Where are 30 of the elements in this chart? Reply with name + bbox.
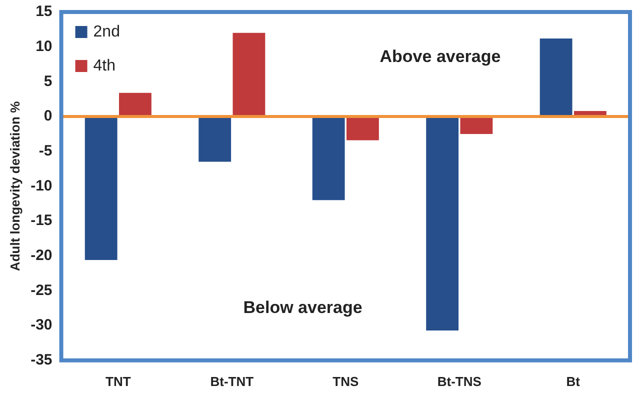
- bar: [232, 32, 266, 117]
- bar: [346, 116, 379, 140]
- y-tick-label: -20: [30, 247, 52, 264]
- legend-label: 2nd: [93, 23, 120, 40]
- y-tick-label: 5: [44, 72, 52, 90]
- annotation: Above average: [380, 46, 501, 66]
- x-tick-label: TNS: [332, 374, 359, 389]
- bar: [460, 116, 493, 134]
- x-tick-label: Bt-TNT: [210, 374, 254, 389]
- x-tick-label: Bt: [566, 374, 581, 389]
- legend-label: 4th: [93, 57, 116, 74]
- bar: [119, 92, 152, 117]
- bar: [198, 116, 232, 162]
- annotation: Below average: [243, 298, 362, 317]
- y-tick-label: -15: [30, 212, 52, 230]
- bar: [312, 116, 345, 200]
- bar: [540, 38, 572, 117]
- y-tick-label: -25: [30, 282, 52, 299]
- y-tick-label: 0: [44, 108, 52, 125]
- y-tick-label: -30: [30, 316, 52, 334]
- y-axis-title: Adult longevity deviation %: [7, 100, 22, 272]
- y-tick-label: -10: [30, 177, 52, 194]
- bar: [426, 116, 459, 330]
- x-tick-label: Bt-TNS: [437, 374, 482, 389]
- y-tick-label: 15: [36, 3, 52, 20]
- y-tick-label: -35: [30, 352, 52, 369]
- bar: [84, 116, 118, 260]
- x-tick-label: TNT: [106, 374, 131, 389]
- y-tick-label: -5: [38, 142, 52, 160]
- y-tick-label: 10: [36, 38, 52, 55]
